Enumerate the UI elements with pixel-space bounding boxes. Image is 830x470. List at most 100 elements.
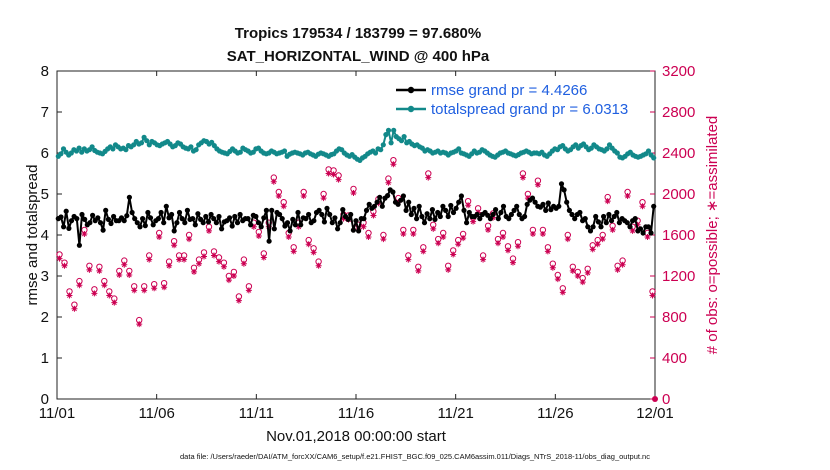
rmse-point: [456, 199, 462, 205]
rmse-point: [511, 207, 517, 213]
totalspread-point: [378, 147, 384, 153]
rmse-point: [569, 211, 575, 218]
rmse-point: [87, 220, 93, 226]
rmse-point: [277, 211, 283, 218]
rmse-point: [403, 207, 409, 213]
rmse-point: [585, 224, 591, 230]
rmse-point: [142, 223, 148, 229]
rmse-point: [74, 216, 80, 222]
obs-assimilated-point: [460, 235, 467, 242]
rmse-point: [179, 216, 185, 222]
rmse-point: [577, 209, 583, 216]
rmse-point: [287, 228, 293, 234]
obs-assimilated-point: [495, 240, 502, 247]
rmse-point: [263, 207, 269, 213]
rmse-point: [606, 211, 612, 218]
rmse-point: [495, 216, 501, 222]
rmse-point: [82, 216, 88, 222]
rmse-point: [95, 215, 101, 221]
obs-assimilated-point: [325, 170, 332, 177]
totalspread-point: [372, 150, 379, 156]
rmse-point: [169, 211, 175, 218]
obs-assimilated-point: [480, 256, 487, 263]
rmse-point: [234, 220, 241, 226]
obs-assimilated-point: [270, 178, 277, 185]
totalspread-point: [401, 134, 407, 140]
rmse-point: [432, 216, 438, 222]
obs-assimilated-point: [614, 266, 621, 273]
obs-assimilated-point: [500, 234, 507, 241]
obs-assimilated-point: [365, 234, 372, 241]
totalspread-point: [456, 146, 462, 152]
rmse-point: [66, 225, 72, 231]
legend-rmse-marker: [407, 86, 415, 94]
totalspread-point: [110, 146, 116, 152]
plot-area: [56, 70, 656, 400]
rmse-point: [311, 218, 317, 224]
rmse-point: [192, 222, 198, 228]
rmse-point: [458, 193, 464, 199]
y-tick-label-left: 6: [41, 145, 49, 162]
rmse-point: [595, 219, 602, 225]
rmse-point: [90, 212, 96, 218]
obs-assimilated-point: [161, 284, 168, 291]
obs-assimilated-point: [66, 292, 73, 299]
obs-assimilated-point: [210, 252, 217, 259]
rmse-point: [298, 222, 304, 228]
obs-assimilated-point: [240, 260, 247, 267]
rmse-point: [337, 220, 343, 226]
obs-assimilated-point: [485, 226, 492, 233]
rmse-point: [97, 220, 104, 226]
totalspread-point: [645, 148, 652, 154]
y-axis-right: 0 400 800 1200 1600 2000 2400 2800 3200: [650, 63, 695, 408]
obs-assimilated-point: [415, 267, 422, 274]
rmse-point: [103, 207, 109, 213]
rmse-point: [611, 213, 617, 220]
rmse-point: [211, 216, 217, 222]
totalspread-point: [388, 140, 394, 146]
obs-assimilated-point: [450, 251, 457, 258]
rmse-point: [640, 230, 646, 236]
rmse-point: [508, 211, 514, 218]
rmse-point: [155, 216, 161, 222]
rmse-point: [353, 218, 359, 224]
obs-assimilated-point: [390, 161, 397, 168]
rmse-point: [195, 211, 201, 217]
rmse-point: [406, 199, 412, 205]
obs-assimilated-point: [410, 230, 417, 237]
rmse-point: [414, 216, 420, 222]
rmse-point: [245, 216, 251, 222]
rmse-point: [303, 216, 309, 222]
obs-assimilated-point: [385, 179, 392, 186]
rmse-point: [582, 216, 588, 222]
rmse-point: [637, 226, 644, 232]
obs-assimilated-point: [534, 181, 541, 188]
rmse-point: [498, 209, 504, 216]
rmse-point: [284, 220, 291, 226]
rmse-point: [524, 201, 530, 207]
rmse-point: [219, 226, 225, 232]
obs-assimilated-point: [504, 247, 511, 254]
obs-zero-marker: [652, 396, 658, 402]
obs-assimilated-point: [290, 248, 297, 255]
obs-assimilated-point: [629, 227, 636, 234]
rmse-point: [79, 211, 85, 218]
rmse-point: [593, 213, 599, 220]
rmse-point: [453, 205, 459, 211]
obs-assimilated-point: [81, 230, 88, 237]
obs-assimilated-point: [579, 279, 586, 286]
totalspread-point: [58, 151, 64, 157]
rmse-point: [129, 209, 135, 216]
rmse-point: [150, 222, 156, 228]
totalspread-point: [281, 148, 288, 154]
obs-assimilated-point: [445, 266, 452, 273]
rmse-point: [158, 209, 164, 216]
rmse-point: [466, 209, 472, 216]
obs-assimilated-point: [330, 171, 337, 178]
totalspread-point: [144, 138, 150, 144]
obs-assimilated-point: [440, 234, 447, 241]
legend-rmse-label: rmse grand pr = 4.4266: [431, 82, 587, 99]
y-tick-label-left: 4: [41, 227, 49, 244]
rmse-point: [590, 224, 596, 230]
rmse-point: [648, 230, 654, 236]
